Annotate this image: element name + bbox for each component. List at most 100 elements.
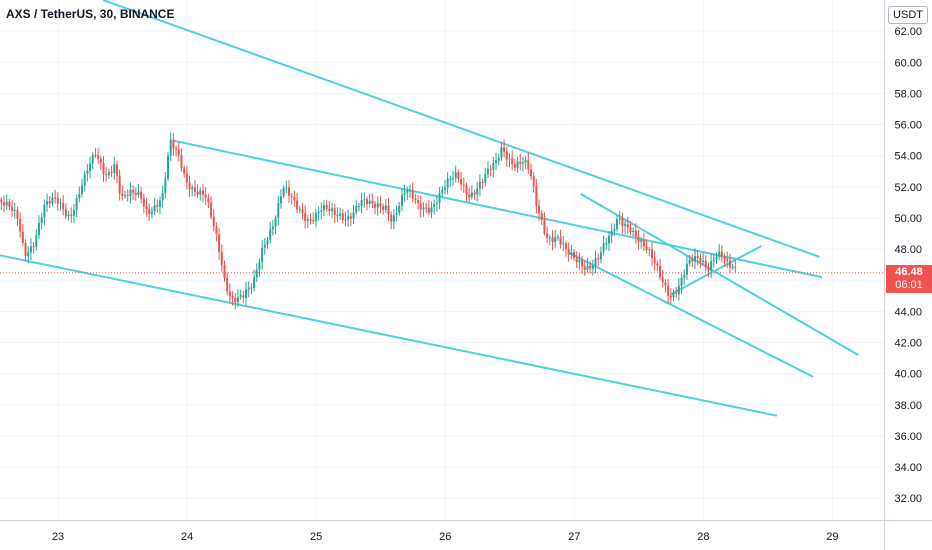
candle-body: [78, 193, 81, 199]
candle-body: [669, 295, 672, 298]
candle-body: [279, 196, 282, 204]
candle-body: [210, 202, 213, 217]
candle-body: [677, 285, 680, 295]
x-tick-label: 27: [568, 531, 580, 543]
candle-body: [624, 224, 627, 227]
candle-body: [559, 236, 562, 245]
candle-body: [452, 178, 455, 180]
candle-body: [395, 212, 398, 216]
candle-body: [521, 162, 524, 164]
candle-body: [702, 260, 705, 263]
candle-body: [409, 190, 412, 192]
candle-body: [207, 197, 210, 203]
candle-body: [271, 226, 274, 230]
candle-body: [489, 168, 492, 170]
candle-body: [29, 246, 32, 253]
candle-body: [341, 213, 344, 220]
trendline: [670, 245, 762, 296]
y-tick-label: 42.00: [894, 338, 922, 350]
trendline: [580, 192, 859, 356]
candle-body: [274, 217, 277, 227]
candle-body: [384, 205, 387, 210]
candle-body: [19, 218, 22, 232]
candle-body: [470, 192, 473, 198]
candle-body: [177, 149, 180, 156]
candle-body: [199, 190, 202, 195]
candle-body: [495, 160, 498, 164]
candle-body: [250, 287, 253, 289]
candle-body: [215, 226, 218, 235]
candle-body: [511, 158, 514, 165]
candle-body: [360, 199, 363, 206]
candle-body: [13, 209, 16, 211]
candle-body: [70, 214, 73, 216]
y-tick-label: 48.00: [894, 244, 922, 256]
candle-body: [344, 219, 347, 221]
candle-body: [586, 265, 589, 270]
candle-body: [664, 282, 667, 286]
x-tick-label: 29: [826, 531, 838, 543]
candle-body: [347, 216, 350, 220]
candle-body: [672, 293, 675, 298]
candle-body: [505, 151, 508, 160]
time-axis[interactable]: 23 24 25 26 27 28 29: [0, 520, 932, 544]
candle-body: [634, 230, 637, 237]
candle-body: [8, 201, 11, 207]
candle-body: [331, 208, 334, 211]
candle-body: [121, 193, 124, 196]
candle-body: [290, 195, 293, 197]
candle-body: [618, 218, 621, 220]
x-tick-label: 28: [697, 531, 709, 543]
candle-body: [688, 259, 691, 264]
candle-body: [134, 192, 137, 195]
candle-body: [226, 277, 229, 292]
candle-body: [363, 199, 366, 201]
candle-body: [196, 191, 199, 195]
symbol-title[interactable]: AXS / TetherUS, 30, BINANCE: [6, 7, 175, 21]
candle-body: [35, 234, 38, 247]
candle-body: [322, 205, 325, 211]
currency-label[interactable]: USDT: [888, 6, 928, 24]
candle-body: [107, 171, 110, 176]
candle-body: [253, 277, 256, 289]
candle-body: [212, 216, 215, 227]
candle-body: [578, 260, 581, 263]
candle-body: [91, 154, 94, 164]
x-tick-label: 23: [52, 531, 64, 543]
price-axis[interactable]: 32.0034.0036.0038.0040.0042.0044.0046.00…: [884, 0, 923, 550]
candle-body: [720, 251, 723, 257]
candle-body: [621, 218, 624, 227]
candle-body: [86, 171, 89, 174]
candle-body: [597, 258, 600, 260]
candle-body: [422, 207, 425, 210]
candle-body: [218, 234, 221, 252]
y-tick-label: 34.00: [894, 462, 922, 474]
candle-body: [54, 197, 57, 199]
candle-body: [427, 207, 430, 213]
candle-body: [102, 162, 105, 175]
candle-body: [414, 198, 417, 201]
y-tick-label: 32.00: [894, 493, 922, 505]
candle-body: [712, 259, 715, 262]
candle-body: [81, 185, 84, 194]
trendline: [0, 254, 778, 417]
candle-body: [535, 186, 538, 206]
candle-body: [583, 266, 586, 270]
candle-body: [599, 251, 602, 260]
candle-body: [650, 249, 653, 258]
candle-body: [710, 261, 713, 271]
candle-body: [675, 293, 678, 295]
candle-body: [231, 296, 234, 298]
candle-body: [575, 257, 578, 263]
candle-body: [441, 189, 444, 194]
candle-body: [223, 265, 226, 278]
candle-body: [570, 252, 573, 255]
candle-body: [476, 188, 479, 195]
candle-body: [435, 202, 438, 204]
candle-body: [540, 213, 543, 220]
candle-body: [62, 202, 65, 210]
candle-body: [607, 235, 610, 244]
candle-body: [0, 199, 3, 203]
candle-body: [99, 158, 102, 163]
